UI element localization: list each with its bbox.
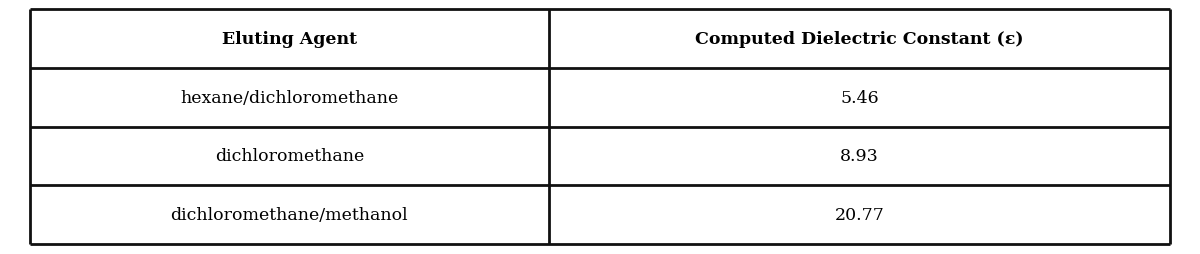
Text: Eluting Agent: Eluting Agent bbox=[222, 31, 356, 48]
Text: dichloromethane/methanol: dichloromethane/methanol bbox=[170, 206, 408, 223]
Text: 8.93: 8.93 bbox=[840, 148, 878, 165]
Text: dichloromethane: dichloromethane bbox=[215, 148, 364, 165]
Text: Computed Dielectric Constant (ε): Computed Dielectric Constant (ε) bbox=[695, 31, 1024, 48]
Text: 20.77: 20.77 bbox=[834, 206, 884, 223]
Text: hexane/dichloromethane: hexane/dichloromethane bbox=[180, 89, 398, 106]
Text: 5.46: 5.46 bbox=[840, 89, 878, 106]
